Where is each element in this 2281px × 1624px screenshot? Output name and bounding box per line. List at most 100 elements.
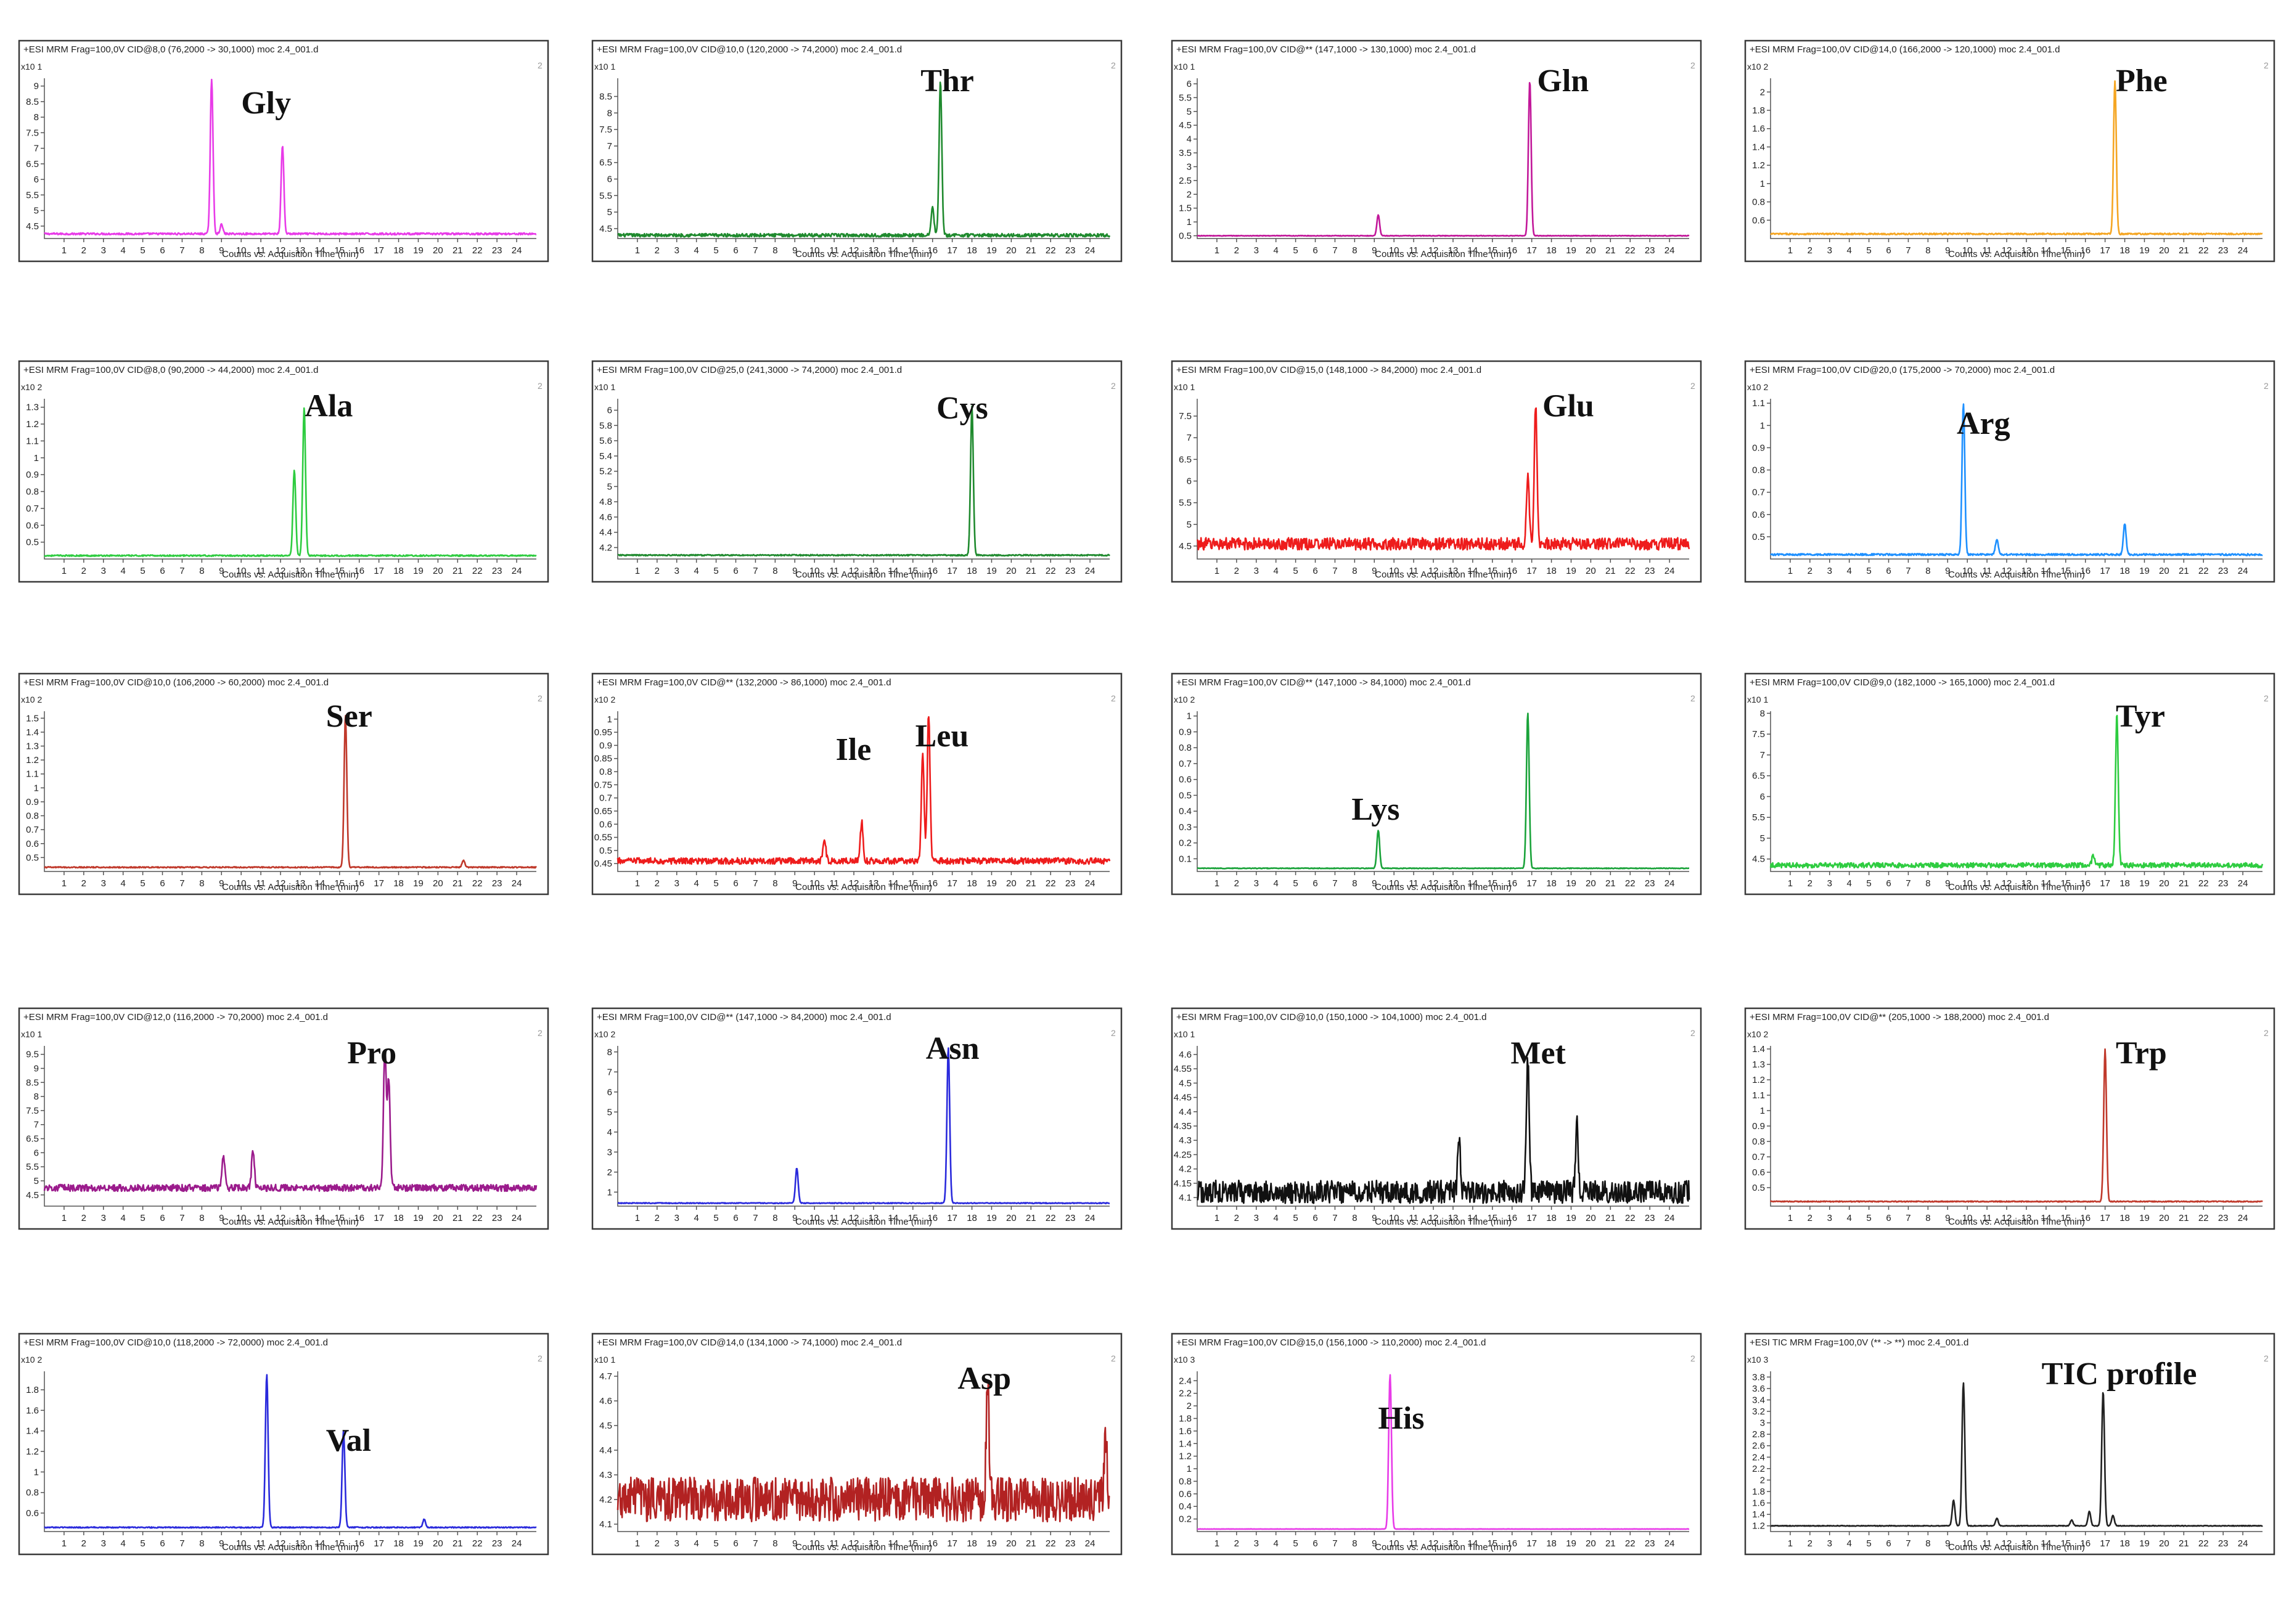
x-tick-label: 17 bbox=[1526, 878, 1537, 889]
x-tick-label: 3 bbox=[1827, 1538, 1832, 1549]
x-tick-label: 1 bbox=[1214, 245, 1219, 256]
x-tick-label: 23 bbox=[1065, 245, 1076, 256]
x-tick-label: 7 bbox=[1906, 1538, 1910, 1549]
chromatogram-svg: +ESI MRM Frag=100,0V CID@15,0 (148,1000 … bbox=[1171, 360, 1702, 583]
x-tick-label: 15 bbox=[907, 1538, 918, 1549]
x-tick-label: 14 bbox=[888, 566, 899, 576]
y-tick-label: 3 bbox=[607, 1147, 612, 1157]
x-tick-label: 11 bbox=[256, 245, 266, 256]
x-tick-label: 5 bbox=[140, 878, 145, 889]
y-tick-label: 7 bbox=[1760, 750, 1765, 761]
x-tick-label: 8 bbox=[1925, 1538, 1930, 1549]
y-tick-label: 2 bbox=[607, 1167, 612, 1178]
x-tick-label: 1 bbox=[62, 1538, 67, 1549]
x-tick-label: 6 bbox=[1312, 1538, 1317, 1549]
chromatogram-trace bbox=[44, 1374, 537, 1529]
x-tick-label: 20 bbox=[433, 245, 443, 256]
chromatogram-svg: +ESI MRM Frag=100,0V CID@** (147,1000 ->… bbox=[591, 1007, 1123, 1230]
y-tick-label: 1.4 bbox=[1752, 142, 1765, 152]
chromatogram-panel-phe: +ESI MRM Frag=100,0V CID@14,0 (166,2000 … bbox=[1744, 39, 2275, 287]
y-tick-label: 1.3 bbox=[1752, 1059, 1765, 1070]
analyte-label: Met bbox=[1510, 1035, 1566, 1071]
x-tick-label: 8 bbox=[772, 566, 777, 576]
y-tick-label: 8 bbox=[34, 1092, 39, 1102]
x-tick-label: 10 bbox=[1389, 245, 1399, 256]
y-tick-label: 0.8 bbox=[599, 767, 612, 777]
x-tick-label: 13 bbox=[1448, 245, 1459, 256]
panel-header: +ESI MRM Frag=100,0V CID@15,0 (156,1000 … bbox=[1176, 1337, 1486, 1348]
x-tick-label: 13 bbox=[1448, 1213, 1459, 1223]
x-tick-label: 20 bbox=[433, 1213, 443, 1223]
y-tick-label: 5 bbox=[34, 206, 39, 216]
y-scale-factor: x10 2 bbox=[594, 695, 615, 704]
x-tick-label: 5 bbox=[1293, 566, 1298, 576]
x-tick-label: 15 bbox=[2060, 1213, 2071, 1223]
page-number: 2 bbox=[1690, 1353, 1695, 1363]
x-tick-label: 12 bbox=[849, 245, 859, 256]
x-tick-label: 8 bbox=[199, 245, 204, 256]
x-tick-label: 13 bbox=[2021, 1213, 2032, 1223]
x-tick-label: 22 bbox=[1625, 878, 1636, 889]
y-tick-label: 5 bbox=[607, 1107, 612, 1117]
analyte-label: Phe bbox=[2116, 63, 2168, 99]
y-tick-label: 1.2 bbox=[1752, 160, 1765, 171]
x-tick-label: 13 bbox=[869, 1213, 879, 1223]
y-tick-label: 2.2 bbox=[1752, 1464, 1765, 1474]
x-tick-label: 19 bbox=[413, 1538, 424, 1549]
x-tick-label: 22 bbox=[1046, 1538, 1056, 1549]
panel-header: +ESI MRM Frag=100,0V CID@25,0 (241,3000 … bbox=[597, 365, 902, 375]
x-tick-label: 15 bbox=[1487, 566, 1497, 576]
y-tick-label: 4.2 bbox=[599, 542, 612, 553]
x-tick-label: 23 bbox=[492, 878, 502, 889]
x-tick-label: 14 bbox=[2041, 878, 2052, 889]
x-tick-label: 7 bbox=[179, 566, 184, 576]
x-tick-label: 10 bbox=[809, 1538, 820, 1549]
y-tick-label: 2.4 bbox=[1179, 1376, 1192, 1386]
x-tick-label: 16 bbox=[354, 1538, 364, 1549]
x-tick-label: 24 bbox=[1085, 1538, 1095, 1549]
x-tick-label: 15 bbox=[1487, 245, 1497, 256]
y-tick-label: 4.7 bbox=[599, 1371, 612, 1382]
x-tick-label: 14 bbox=[315, 878, 326, 889]
y-scale-factor: x10 1 bbox=[1174, 62, 1195, 71]
y-scale-factor: x10 2 bbox=[1747, 382, 1768, 392]
y-tick-label: 0.7 bbox=[26, 825, 39, 835]
x-tick-label: 22 bbox=[1046, 566, 1056, 576]
x-tick-label: 1 bbox=[62, 1213, 67, 1223]
x-tick-label: 7 bbox=[753, 566, 758, 576]
chromatogram-svg: +ESI MRM Frag=100,0V CID@14,0 (166,2000 … bbox=[1744, 39, 2275, 263]
x-tick-label: 20 bbox=[1006, 1538, 1017, 1549]
x-tick-label: 20 bbox=[433, 878, 443, 889]
analyte-label: Thr bbox=[920, 63, 974, 99]
x-tick-label: 24 bbox=[512, 566, 522, 576]
chromatogram-svg: +ESI MRM Frag=100,0V CID@10,0 (106,2000 … bbox=[18, 672, 549, 896]
panel-frame bbox=[1744, 672, 2275, 896]
x-tick-label: 12 bbox=[276, 1538, 286, 1549]
x-tick-label: 11 bbox=[829, 1213, 839, 1223]
x-tick-label: 19 bbox=[2139, 245, 2150, 256]
x-tick-label: 19 bbox=[986, 1538, 997, 1549]
analyte-label: His bbox=[1378, 1401, 1424, 1436]
x-tick-label: 16 bbox=[1507, 245, 1517, 256]
x-tick-label: 2 bbox=[655, 1213, 660, 1223]
x-tick-label: 2 bbox=[81, 1538, 86, 1549]
x-tick-label: 22 bbox=[472, 1538, 483, 1549]
x-tick-label: 15 bbox=[907, 245, 918, 256]
x-tick-label: 15 bbox=[334, 245, 345, 256]
x-tick-label: 10 bbox=[1389, 1538, 1399, 1549]
y-tick-label: 3 bbox=[1187, 161, 1192, 172]
y-tick-label: 1.5 bbox=[1179, 203, 1192, 214]
analyte-label: Gln bbox=[1537, 63, 1589, 99]
x-tick-label: 9 bbox=[1945, 1213, 1950, 1223]
x-tick-label: 20 bbox=[2159, 566, 2169, 576]
y-tick-label: 0.95 bbox=[594, 727, 612, 738]
analyte-label: Asn bbox=[926, 1031, 980, 1066]
x-tick-label: 8 bbox=[772, 245, 777, 256]
x-tick-label: 8 bbox=[199, 1213, 204, 1223]
x-tick-label: 5 bbox=[1866, 878, 1871, 889]
panel-header: +ESI MRM Frag=100,0V CID@14,0 (166,2000 … bbox=[1750, 44, 2060, 55]
x-tick-label: 2 bbox=[81, 566, 86, 576]
x-tick-label: 6 bbox=[160, 245, 165, 256]
x-tick-label: 4 bbox=[694, 566, 699, 576]
y-tick-label: 4.2 bbox=[599, 1495, 612, 1505]
